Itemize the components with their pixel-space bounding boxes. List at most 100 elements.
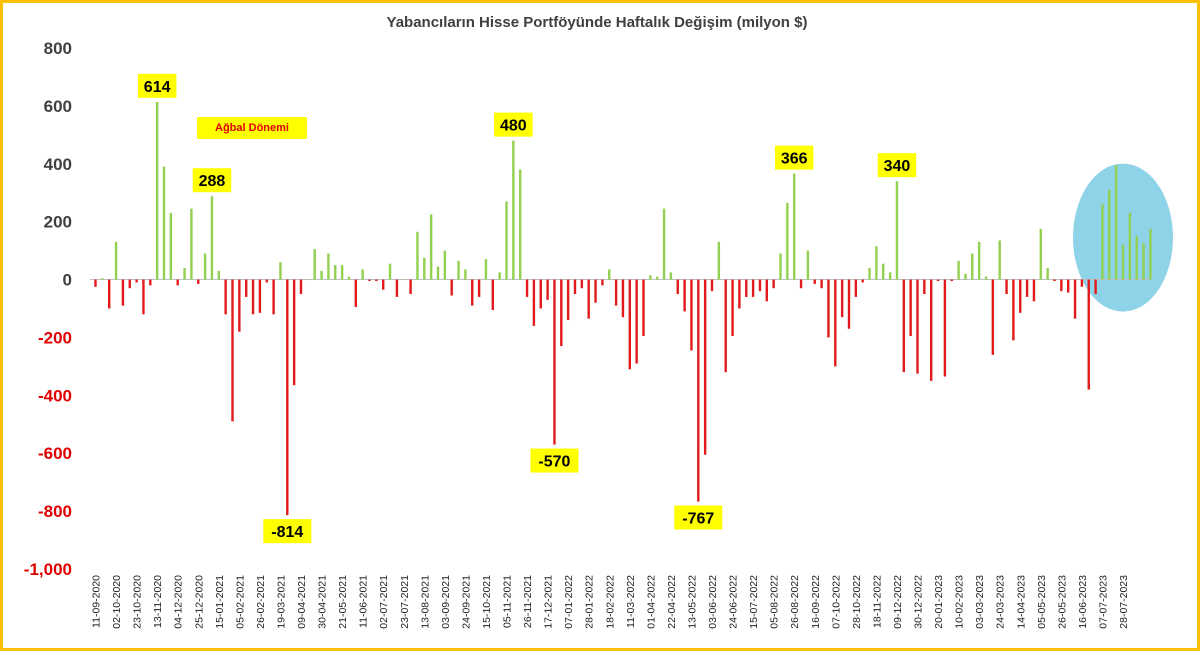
bar [108, 279, 111, 309]
x-tick-label: 24-09-2021 [460, 575, 472, 629]
bar [703, 279, 707, 455]
bar [340, 265, 344, 280]
x-tick-label: 26-05-2023 [1056, 575, 1068, 629]
bar [320, 270, 323, 280]
value-callout-text: -814 [271, 524, 303, 541]
value-callout-box [192, 168, 232, 193]
x-tick-label: 14-04-2023 [1015, 575, 1027, 629]
bar [1039, 228, 1042, 280]
bar [395, 279, 399, 297]
bar [875, 246, 878, 280]
bar [402, 279, 405, 281]
x-tick-label: 07-07-2023 [1097, 575, 1109, 629]
bar [943, 279, 947, 377]
x-tick-label: 18-11-2022 [871, 575, 883, 628]
bar [327, 253, 330, 280]
bar [286, 279, 289, 516]
bar [676, 279, 679, 295]
bar [662, 208, 666, 280]
bar [1019, 279, 1022, 313]
bar [772, 279, 775, 289]
bar [690, 279, 693, 351]
bar [361, 269, 364, 280]
value-callout-box [137, 73, 177, 98]
bar [265, 279, 268, 283]
chart-title: Yabancıların Hisse Portföyünde Haftalık … [386, 14, 808, 31]
bar [1060, 279, 1063, 292]
y-tick-label: 400 [44, 155, 72, 174]
y-tick-label: -600 [38, 444, 72, 463]
x-tick-label: 30-12-2022 [913, 575, 925, 629]
x-tick-label: 18-02-2022 [604, 575, 616, 629]
bar [477, 279, 481, 297]
bar [882, 263, 885, 280]
x-tick-label: 03-03-2023 [974, 575, 986, 629]
x-tick-label: 05-02-2021 [234, 575, 246, 629]
bar [669, 272, 673, 280]
bar [224, 279, 227, 315]
y-tick-label: -200 [38, 328, 72, 347]
bar [1046, 267, 1049, 280]
x-tick-label: 11-09-2020 [91, 575, 103, 628]
bar [135, 279, 138, 283]
bar [464, 269, 467, 280]
bar [169, 212, 173, 280]
value-callout-text: 480 [500, 118, 527, 135]
x-tick-label: 21-05-2021 [337, 575, 349, 629]
x-tick-label: 03-06-2022 [707, 575, 719, 629]
x-tick-label: 28-07-2023 [1118, 575, 1130, 629]
bar [114, 241, 118, 280]
x-tick-label: 10-02-2023 [954, 575, 966, 629]
bar [854, 279, 858, 297]
bar [388, 263, 392, 280]
y-tick-label: -400 [38, 386, 72, 405]
x-tick-label: 17-12-2021 [543, 575, 555, 629]
bar [429, 214, 433, 280]
bar [409, 279, 412, 295]
x-tick-label: 15-10-2021 [481, 575, 493, 629]
x-tick-label: 09-12-2022 [892, 575, 904, 629]
x-tick-label: 07-10-2022 [830, 575, 842, 629]
value-callout: 340 [877, 153, 917, 178]
bar [813, 279, 816, 284]
bar [450, 279, 453, 296]
bar [525, 279, 529, 297]
x-tick-label: 02-10-2020 [111, 575, 123, 629]
x-tick-label: 28-10-2022 [851, 575, 863, 629]
bar [375, 279, 378, 282]
bar [1012, 279, 1015, 341]
bar [176, 279, 179, 286]
bar [121, 279, 125, 306]
bar [443, 250, 447, 280]
value-callout-text: -767 [682, 511, 714, 528]
bar [840, 279, 844, 318]
value-callout-text: -570 [538, 454, 570, 471]
bar [149, 279, 152, 286]
x-tick-label: 26-08-2022 [789, 575, 801, 629]
bar [923, 279, 926, 295]
bar [799, 279, 803, 289]
bar [313, 249, 316, 280]
bar [724, 279, 727, 373]
bar [868, 267, 871, 280]
bar [1073, 279, 1077, 319]
x-tick-label: 20-01-2023 [933, 575, 945, 629]
y-tick-label: 200 [44, 213, 72, 232]
bar [580, 279, 584, 289]
bar [94, 279, 97, 287]
bar [1032, 279, 1036, 302]
bar [238, 279, 241, 332]
bar [101, 278, 104, 280]
bar [457, 260, 460, 280]
bar [731, 279, 734, 336]
value-callout-box [530, 448, 579, 473]
bar [957, 260, 960, 280]
bar [471, 279, 474, 306]
bar [197, 279, 200, 284]
bar [834, 279, 837, 367]
bar [334, 265, 337, 280]
value-callout: -767 [674, 505, 723, 530]
value-callout-box [674, 505, 723, 530]
bar [1142, 243, 1145, 280]
